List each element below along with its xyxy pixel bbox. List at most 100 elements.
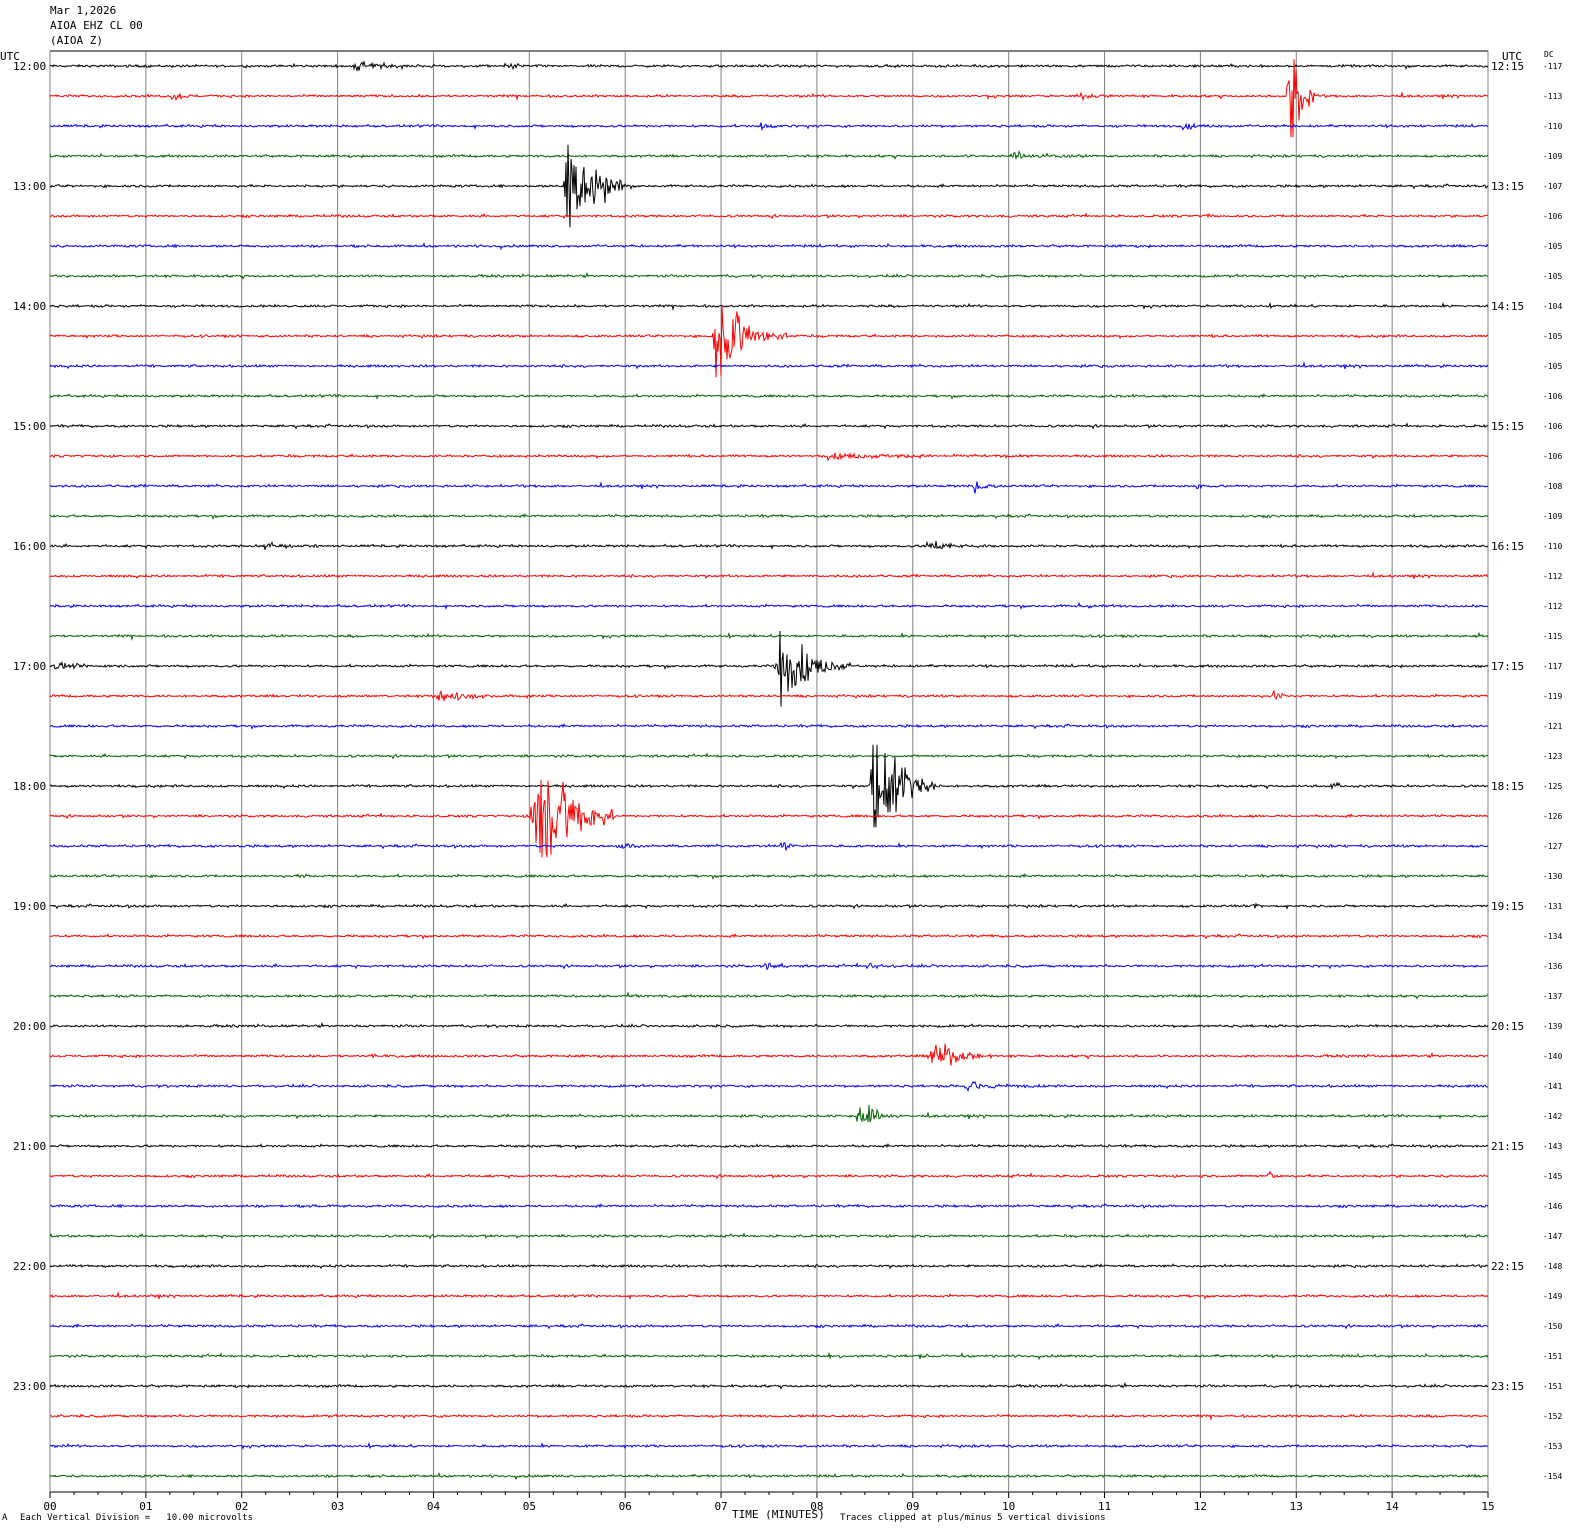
dc-offset-label: -112	[1543, 602, 1562, 611]
dc-offset-label: -121	[1543, 722, 1562, 731]
left-hour-label: 15:00	[13, 420, 46, 433]
x-tick-label: 12	[1194, 1500, 1207, 1513]
trace-41	[49, 1291, 1489, 1300]
trace-25	[49, 779, 1489, 858]
left-hour-label: 23:00	[13, 1380, 46, 1393]
x-tick-label: 01	[139, 1500, 152, 1513]
corner-mark: A	[2, 1513, 8, 1523]
dc-offset-label: -130	[1543, 872, 1562, 881]
trace-17	[49, 571, 1489, 580]
trace-10	[49, 361, 1489, 370]
dc-offset-label: -105	[1543, 362, 1562, 371]
trace-5	[49, 212, 1489, 220]
trace-7	[49, 271, 1489, 280]
trace-20	[49, 630, 1489, 707]
right-hour-label: 15:15	[1491, 420, 1524, 433]
trace-14	[49, 481, 1489, 494]
dc-offset-label: -151	[1543, 1382, 1562, 1391]
trace-29	[49, 933, 1489, 940]
trace-34	[49, 1080, 1489, 1093]
clip-note: Traces clipped at plus/minus 5 vertical …	[840, 1513, 1106, 1523]
dc-offset-label: -107	[1543, 182, 1562, 191]
trace-1	[49, 59, 1489, 138]
x-tick-label: 14	[1386, 1500, 1400, 1513]
x-tick-label: 11	[1098, 1500, 1111, 1513]
trace-16	[49, 540, 1489, 550]
left-hour-label: 14:00	[13, 300, 46, 313]
dc-offset-label: -137	[1543, 992, 1562, 1001]
left-utc-label: UTC	[0, 50, 20, 63]
right-hour-label: 12:15	[1491, 60, 1524, 73]
x-tick-label: 02	[235, 1500, 248, 1513]
left-hour-label: 20:00	[13, 1020, 46, 1033]
dc-offset-label: -134	[1543, 932, 1562, 941]
trace-31	[49, 991, 1489, 1000]
dc-label: DC	[1544, 50, 1554, 59]
right-hour-label: 19:15	[1491, 900, 1524, 913]
left-hour-label: 21:00	[13, 1140, 46, 1153]
trace-32	[49, 1021, 1489, 1030]
dc-offset-label: -117	[1543, 662, 1562, 671]
x-tick-label: 03	[331, 1500, 344, 1513]
x-tick-label: 09	[906, 1500, 919, 1513]
dc-offset-label: -123	[1543, 752, 1562, 761]
right-hour-label: 17:15	[1491, 660, 1524, 673]
x-axis-title: TIME (MINUTES)	[732, 1508, 825, 1521]
dc-offset-label: -110	[1543, 542, 1562, 551]
dc-offset-label: -104	[1543, 302, 1562, 311]
dc-offset-label: -125	[1543, 782, 1562, 791]
trace-33	[49, 1043, 1489, 1066]
trace-30	[49, 962, 1489, 971]
trace-11	[49, 393, 1489, 400]
trace-4	[49, 144, 1489, 228]
dc-offset-label: -148	[1543, 1262, 1562, 1271]
dc-offset-label: -154	[1543, 1472, 1562, 1481]
dc-offset-label: -147	[1543, 1232, 1562, 1241]
trace-15	[49, 513, 1489, 520]
left-hour-label: 16:00	[13, 540, 46, 553]
dc-offset-label: -126	[1543, 812, 1562, 821]
dc-offset-label: -146	[1543, 1202, 1562, 1211]
dc-offset-label: -153	[1543, 1442, 1562, 1451]
trace-8	[49, 301, 1489, 312]
trace-3	[49, 149, 1489, 161]
dc-offset-label: -109	[1543, 152, 1562, 161]
trace-18	[49, 601, 1489, 610]
right-hour-label: 23:15	[1491, 1380, 1524, 1393]
header-date: Mar 1,2026	[50, 4, 117, 17]
dc-offset-label: -106	[1543, 422, 1562, 431]
axis-labels: 00 01 02 03 04 05 06 07 08 09 10 11 12 13 14 15 -117 -113…	[0, 50, 1562, 1513]
left-hour-label: 18:00	[13, 780, 46, 793]
trace-47	[49, 1471, 1489, 1481]
header-station: AIOA EHZ CL 00	[50, 19, 143, 32]
trace-46	[49, 1441, 1489, 1450]
dc-offset-label: -106	[1543, 212, 1562, 221]
x-tick-label: 13	[1290, 1500, 1303, 1513]
trace-40	[49, 1263, 1489, 1270]
dc-offset-label: -150	[1543, 1322, 1562, 1331]
x-tick-label: 06	[619, 1500, 632, 1513]
left-hour-label: 19:00	[13, 900, 46, 913]
dc-offset-label: -142	[1543, 1112, 1562, 1121]
trace-35	[49, 1104, 1489, 1123]
dc-offset-label: -105	[1543, 272, 1562, 281]
dc-offset-label: -152	[1543, 1412, 1562, 1421]
dc-offset-label: -139	[1543, 1022, 1562, 1031]
left-hour-label: 12:00	[13, 60, 46, 73]
trace-26	[49, 841, 1489, 851]
right-hour-label: 22:15	[1491, 1260, 1524, 1273]
dc-offset-label: -131	[1543, 902, 1562, 911]
dc-offset-label: -110	[1543, 122, 1562, 131]
dc-offset-label: -106	[1543, 392, 1562, 401]
left-hour-label: 13:00	[13, 180, 46, 193]
dc-offset-label: -113	[1543, 92, 1562, 101]
trace-38	[49, 1203, 1489, 1210]
trace-12	[49, 422, 1489, 430]
x-tick-label: 15	[1481, 1500, 1494, 1513]
dc-offset-label: -115	[1543, 632, 1562, 641]
trace-24	[49, 744, 1489, 828]
dc-offset-label: -141	[1543, 1082, 1562, 1091]
dc-offset-label: -145	[1543, 1172, 1562, 1181]
dc-offset-label: -106	[1543, 452, 1562, 461]
